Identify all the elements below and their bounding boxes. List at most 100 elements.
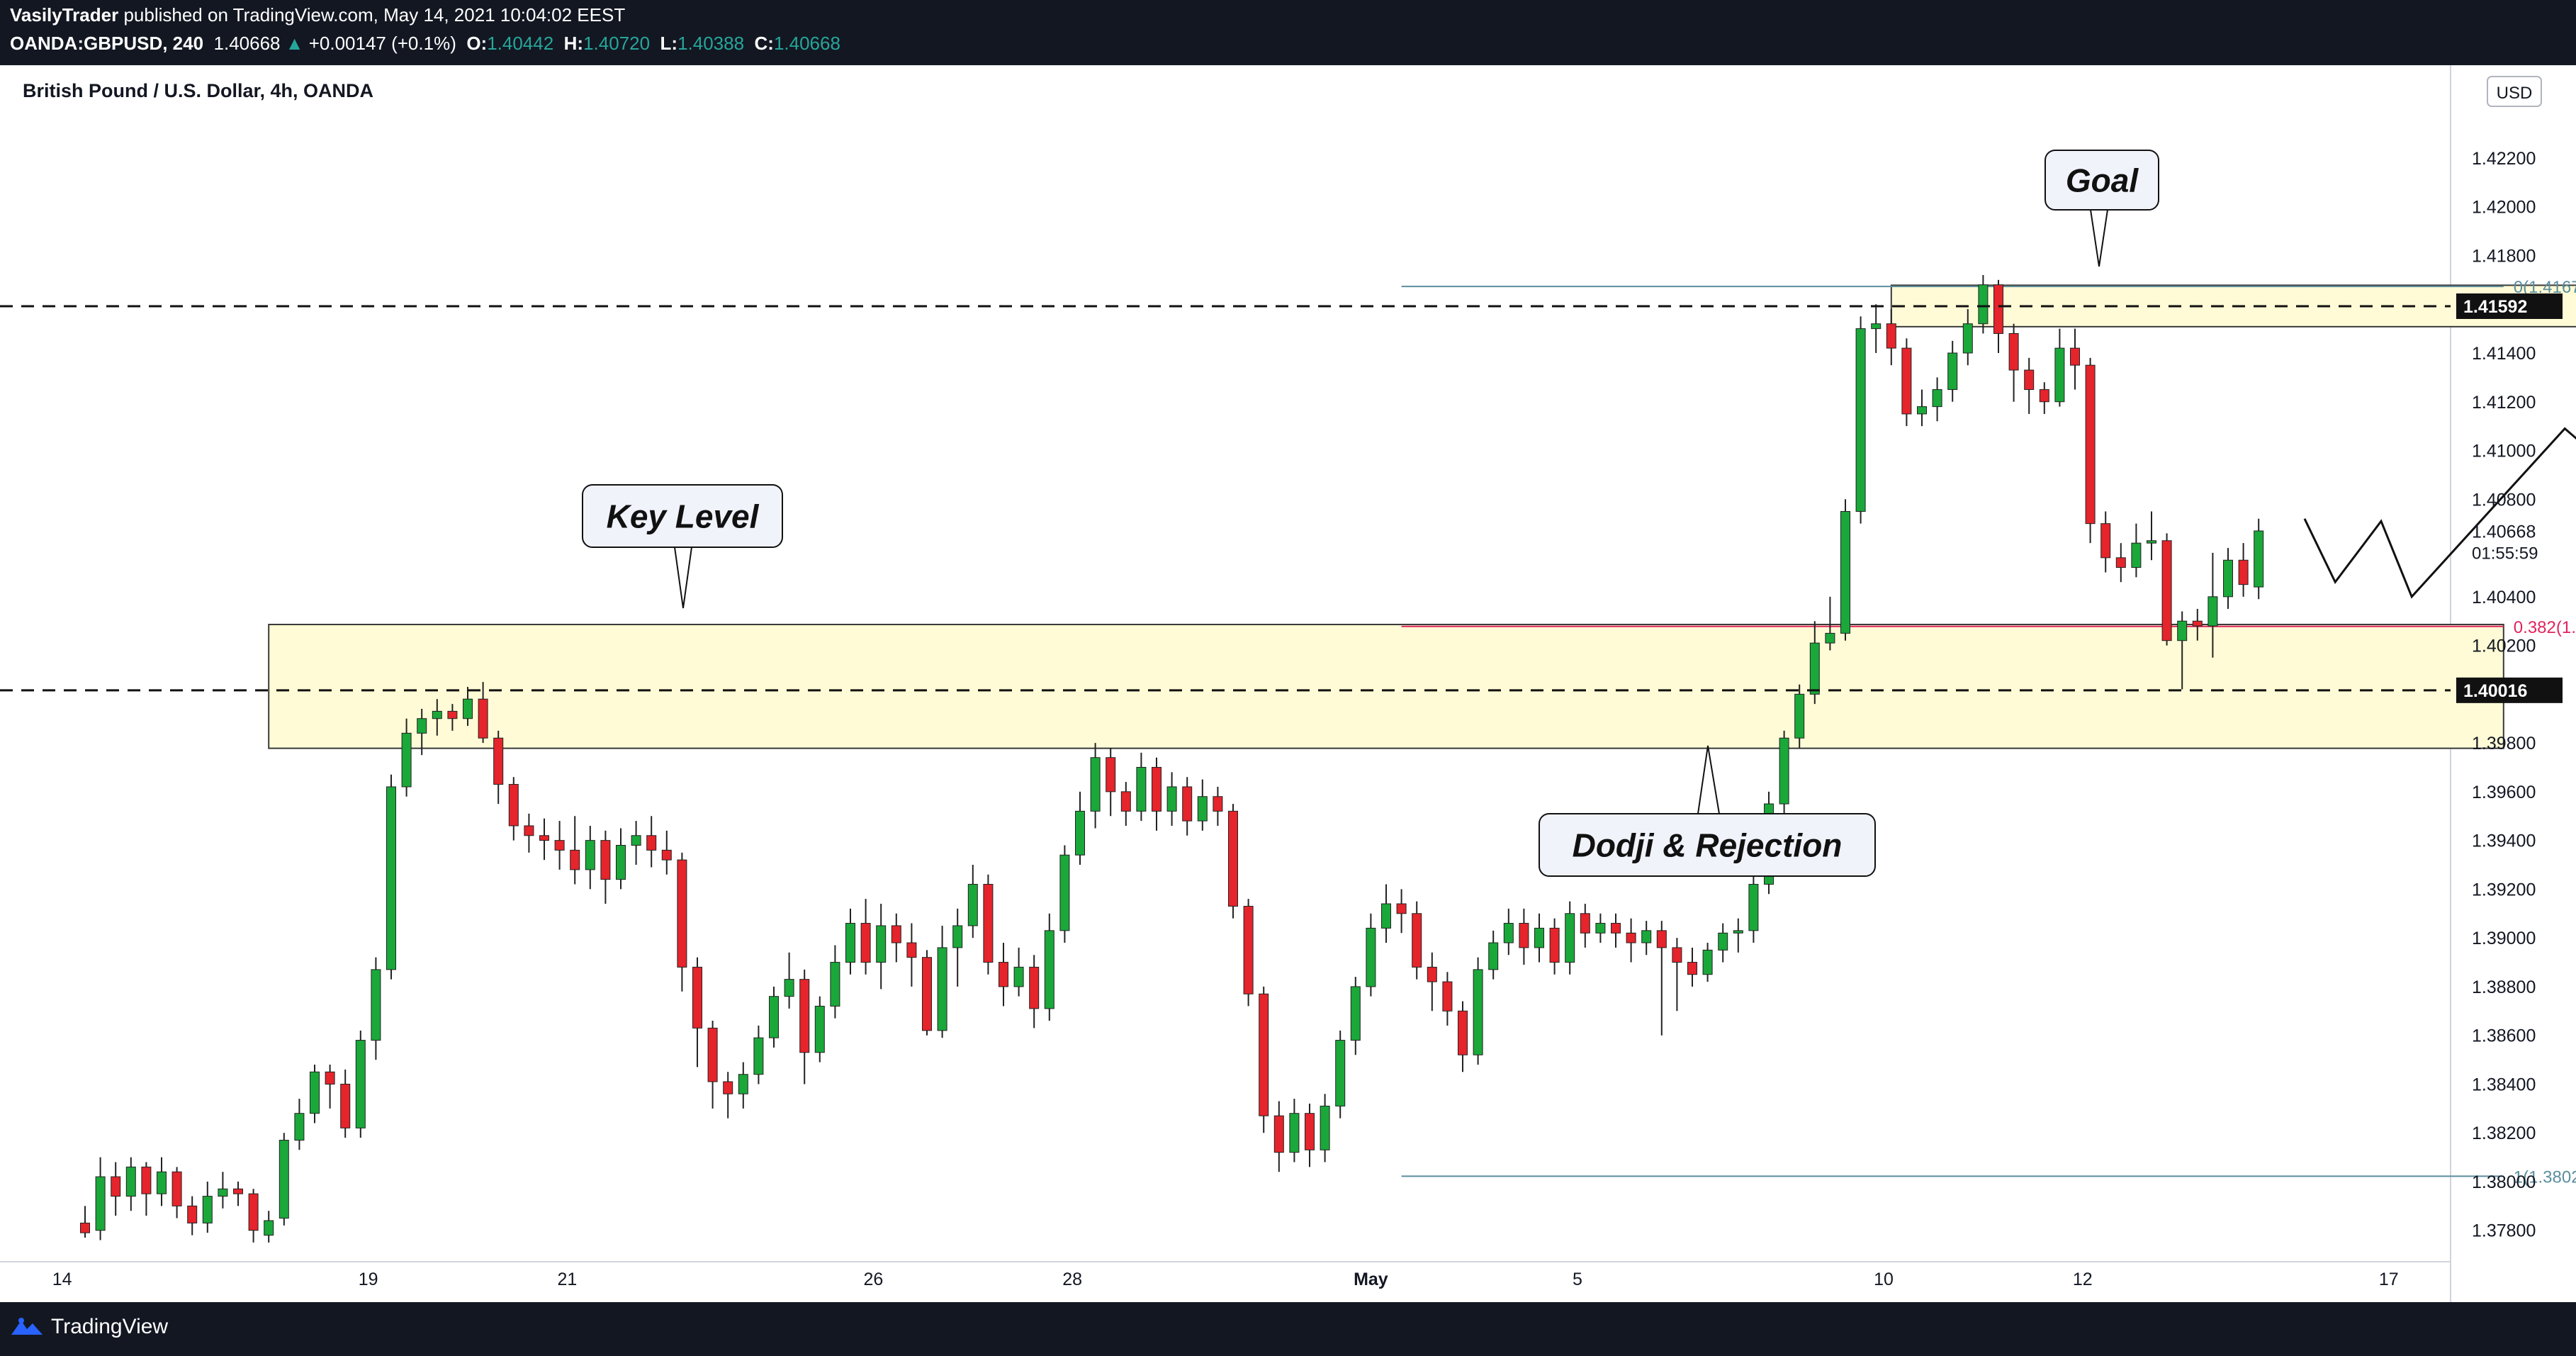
candle-body xyxy=(1106,757,1116,792)
candle-body xyxy=(1733,930,1743,934)
time-tick-label: 17 xyxy=(2379,1270,2399,1289)
candle-body xyxy=(2054,347,2065,403)
candle-body xyxy=(2070,347,2080,366)
candle-body xyxy=(1044,930,1054,1009)
candle-body xyxy=(1366,927,1376,987)
candle-body xyxy=(1947,352,1958,391)
candle-body xyxy=(1152,766,1162,812)
tradingview-brand[interactable]: TradingView xyxy=(10,1315,168,1339)
candle-body xyxy=(233,1188,243,1194)
author-name[interactable]: VasilyTrader xyxy=(10,4,119,26)
price-tick-label: 1.38400 xyxy=(2472,1075,2536,1094)
candle-body xyxy=(417,718,427,734)
candle-body xyxy=(2207,596,2218,627)
candle-body xyxy=(2223,559,2233,598)
price-tick-label: 1.40400 xyxy=(2472,588,2536,607)
candle-body xyxy=(1029,966,1040,1009)
callout-box xyxy=(1539,813,1876,877)
callout-text: Goal xyxy=(2066,162,2139,199)
candle-body xyxy=(2115,557,2126,568)
candle-body xyxy=(1901,347,1912,415)
candle-body xyxy=(386,786,396,970)
candle-body xyxy=(493,737,504,785)
candle-body xyxy=(539,835,549,841)
close-value: 1.40668 xyxy=(773,33,840,54)
candle-body xyxy=(631,835,641,846)
candle-body xyxy=(2147,540,2156,544)
candle-body xyxy=(1213,796,1223,812)
candle-body xyxy=(1350,986,1361,1041)
candle-body xyxy=(1412,913,1422,968)
key-level-price-badge xyxy=(2456,677,2563,703)
candle-body xyxy=(447,710,458,719)
key-level-callout: Key Level xyxy=(582,484,783,609)
time-tick-label: 12 xyxy=(2073,1270,2093,1289)
high-value: 1.40720 xyxy=(583,33,651,54)
candle-body xyxy=(830,962,840,1007)
candle-body xyxy=(1794,693,1805,739)
candle-body xyxy=(1993,284,2003,335)
candle-body xyxy=(2024,369,2035,391)
candle-body xyxy=(707,1027,718,1082)
candle-body xyxy=(2177,620,2188,641)
candle-body xyxy=(692,966,702,1029)
candle-body xyxy=(1672,947,1682,963)
price-tick-label: 1.41400 xyxy=(2472,344,2536,364)
callout-pointer xyxy=(2090,209,2108,267)
callout-box xyxy=(2045,150,2159,211)
candle-body xyxy=(95,1176,106,1231)
price-tick-label: 1.39400 xyxy=(2472,831,2536,851)
candle-body xyxy=(1886,323,1896,349)
candle-body xyxy=(1932,389,1942,408)
candle-body xyxy=(2192,620,2203,627)
candle-body xyxy=(171,1171,182,1206)
candle-body xyxy=(310,1071,320,1114)
candle-body xyxy=(784,979,794,997)
candle-body xyxy=(218,1188,228,1197)
candle-body xyxy=(294,1113,305,1141)
candle-body xyxy=(1136,766,1147,812)
brand-name: TradingView xyxy=(51,1315,169,1338)
symbol: OANDA:GBPUSD, 240 xyxy=(10,33,204,54)
candle-body xyxy=(432,710,442,719)
candle-body xyxy=(999,962,1008,987)
candle-body xyxy=(1289,1113,1300,1153)
candle-body xyxy=(1871,323,1882,330)
goal-level-price-badge xyxy=(2456,293,2563,319)
countdown-label: 01:55:59 xyxy=(2472,544,2538,564)
price-tick-label: 1.39200 xyxy=(2472,880,2536,900)
candle-body xyxy=(1978,284,1989,325)
callout-box xyxy=(582,484,783,548)
low-value: 1.40388 xyxy=(677,33,745,54)
candle-body xyxy=(1228,810,1238,907)
price-tick-label: 1.38200 xyxy=(2472,1124,2536,1143)
time-tick-label: May xyxy=(1354,1270,1388,1289)
candle-body xyxy=(937,947,947,1031)
candle-body xyxy=(80,1222,90,1233)
time-tick-label: 5 xyxy=(1573,1270,1582,1289)
candle-body xyxy=(125,1166,136,1197)
time-tick-label: 19 xyxy=(359,1270,378,1289)
footer-bar: TradingView xyxy=(0,1302,2576,1356)
candle-body xyxy=(2100,523,2111,559)
open-value: 1.40442 xyxy=(487,33,554,54)
candle-body xyxy=(2254,530,2264,588)
candle-body xyxy=(1396,903,1407,914)
price-tick-label: 1.38000 xyxy=(2472,1172,2536,1192)
candle-body xyxy=(983,884,994,963)
candle-body xyxy=(646,835,657,851)
candle-body xyxy=(1565,913,1575,963)
candle-body xyxy=(600,840,611,880)
dodji-rejection-callout: Dodji & Rejection xyxy=(1539,745,1876,877)
candle-body xyxy=(1473,969,1483,1055)
callout-text: Key Level xyxy=(607,498,760,535)
candle-body xyxy=(570,849,580,870)
candle-body xyxy=(264,1220,274,1236)
current-price-label: 1.40668 xyxy=(2472,522,2536,542)
candle-body xyxy=(1855,328,1866,512)
candle-body xyxy=(111,1176,121,1197)
candle-body xyxy=(2161,540,2172,641)
candle-body xyxy=(508,784,519,827)
candle-body xyxy=(371,969,381,1041)
